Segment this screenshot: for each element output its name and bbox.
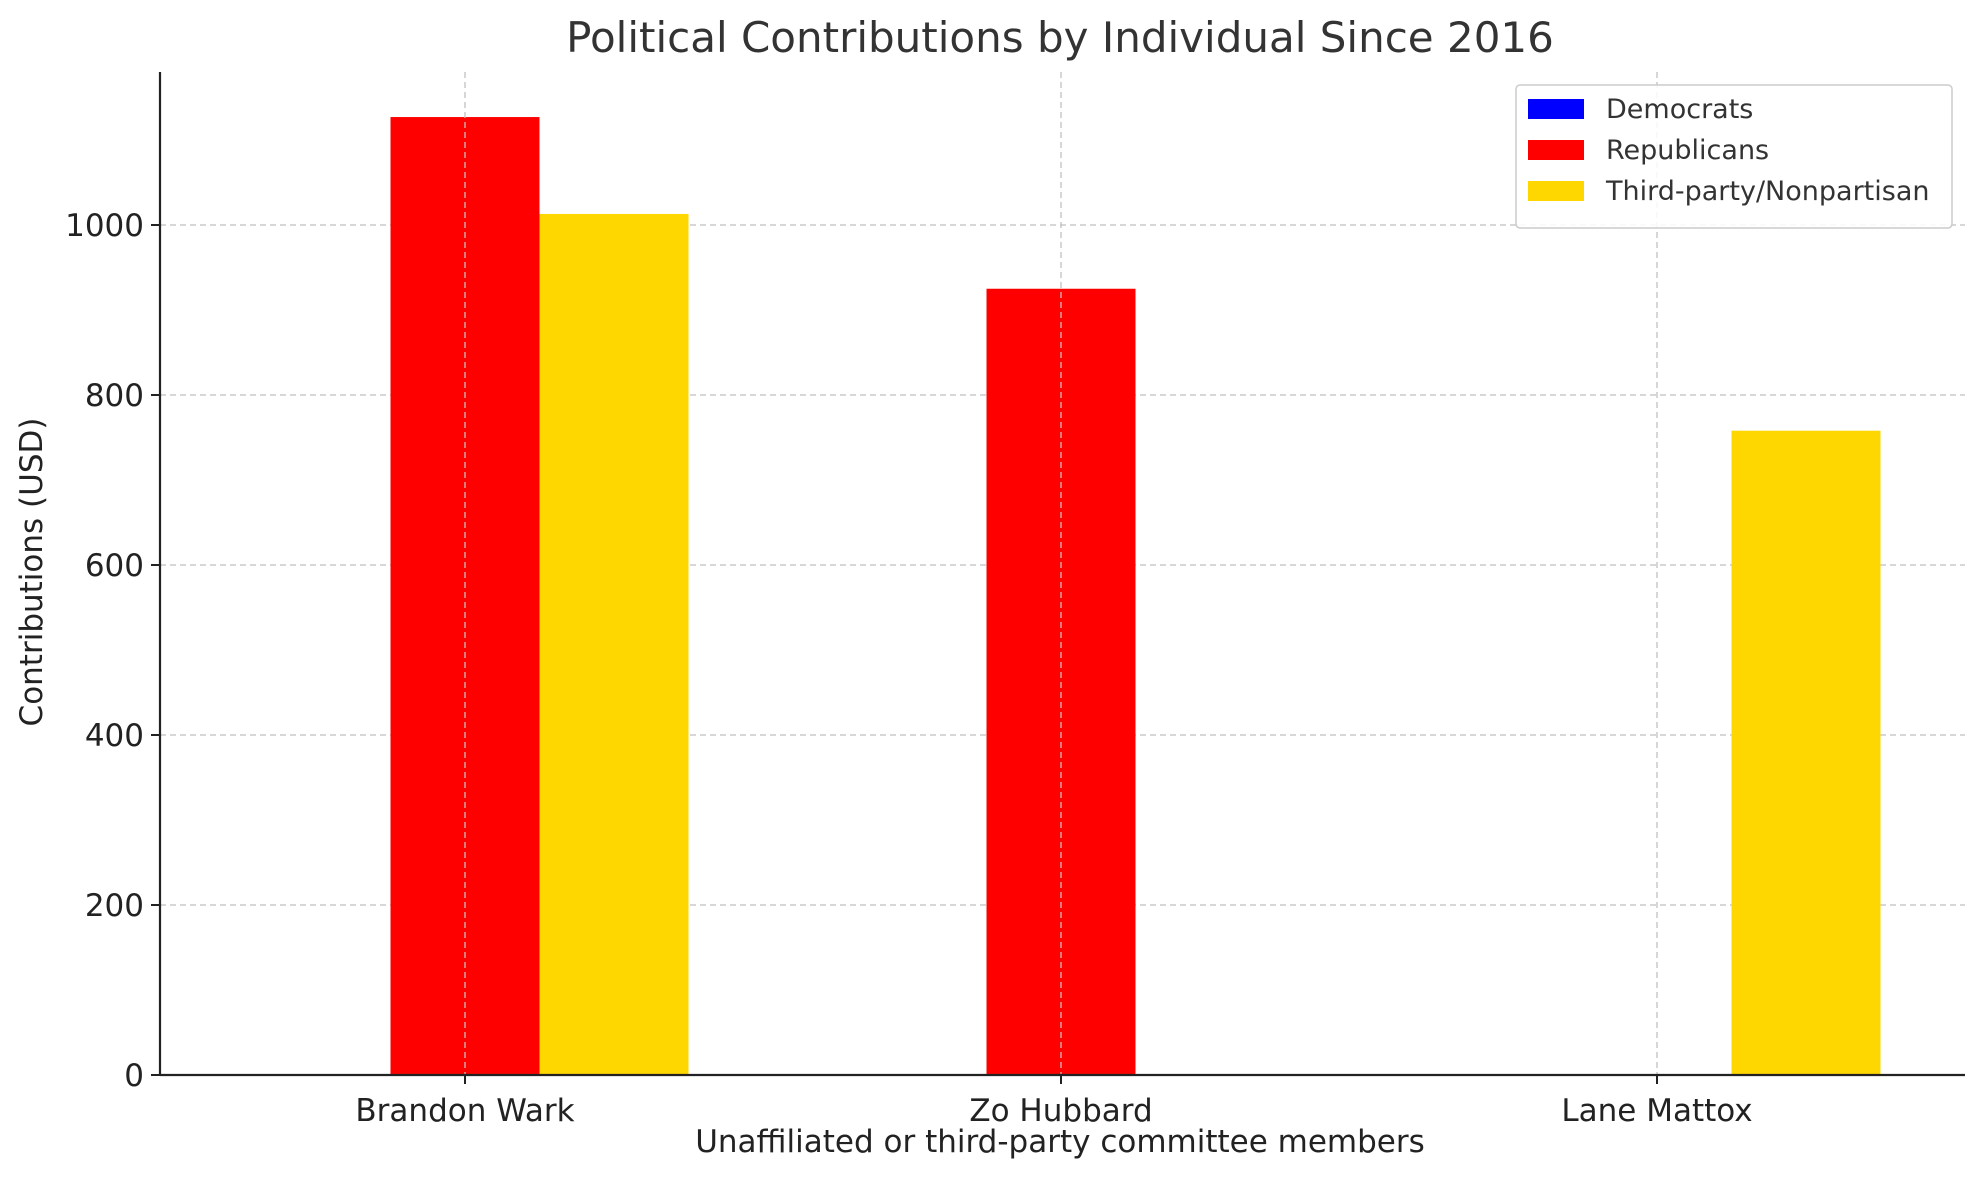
- legend-label: Democrats: [1606, 94, 1753, 125]
- y-tick-label: 0: [124, 1058, 144, 1094]
- x-tick-label: Lane Mattox: [1561, 1093, 1752, 1129]
- y-tick-label: 200: [85, 888, 144, 924]
- y-tick-label: 600: [85, 548, 144, 584]
- legend-swatch: [1528, 181, 1584, 201]
- legend-items: Democrats Republicans Third-party/Nonparti…: [1528, 94, 1930, 207]
- y-ticks: 0 200 400 600 800 1000: [65, 208, 160, 1094]
- legend: Democrats Republicans Third-party/Nonparti…: [1515, 84, 1953, 229]
- axes: [158, 72, 1965, 1077]
- legend-swatch: [1528, 99, 1584, 119]
- legend-swatch: [1528, 140, 1584, 160]
- y-tick-label: 1000: [65, 208, 144, 244]
- chart-title: Political Contributions by Individual Si…: [566, 13, 1554, 62]
- x-tick-label: Brandon Wark: [355, 1093, 574, 1129]
- legend-box: [1515, 84, 1953, 229]
- x-axis-label: Unaffiliated or third-party committee me…: [695, 1124, 1425, 1160]
- legend-label: Third-party/Nonpartisan: [1605, 176, 1930, 207]
- legend-label: Republicans: [1606, 135, 1769, 166]
- bar-third-party-nonpartisan-brandon-wark: [539, 213, 689, 1075]
- x-ticks: Brandon Wark Zo Hubbard Lane Mattox: [355, 1075, 1753, 1129]
- y-axis-label: Contributions (USD): [14, 418, 50, 727]
- y-tick-label: 400: [85, 718, 144, 754]
- bar-third-party-nonpartisan-lane-mattox: [1731, 430, 1881, 1075]
- x-tick-label: Zo Hubbard: [969, 1093, 1152, 1129]
- y-tick-label: 800: [85, 378, 144, 414]
